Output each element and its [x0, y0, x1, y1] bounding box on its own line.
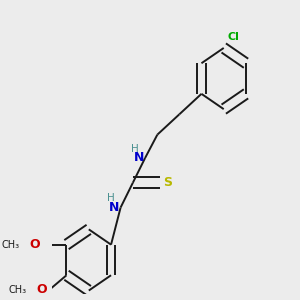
Text: N: N — [134, 152, 144, 164]
Text: O: O — [29, 238, 40, 251]
Text: O: O — [36, 283, 47, 296]
Text: CH₃: CH₃ — [1, 240, 19, 250]
Text: S: S — [163, 176, 172, 189]
Text: CH₃: CH₃ — [8, 285, 27, 295]
Text: H: H — [107, 193, 115, 203]
Text: H: H — [131, 144, 139, 154]
Text: N: N — [109, 201, 119, 214]
Text: Cl: Cl — [227, 32, 239, 42]
